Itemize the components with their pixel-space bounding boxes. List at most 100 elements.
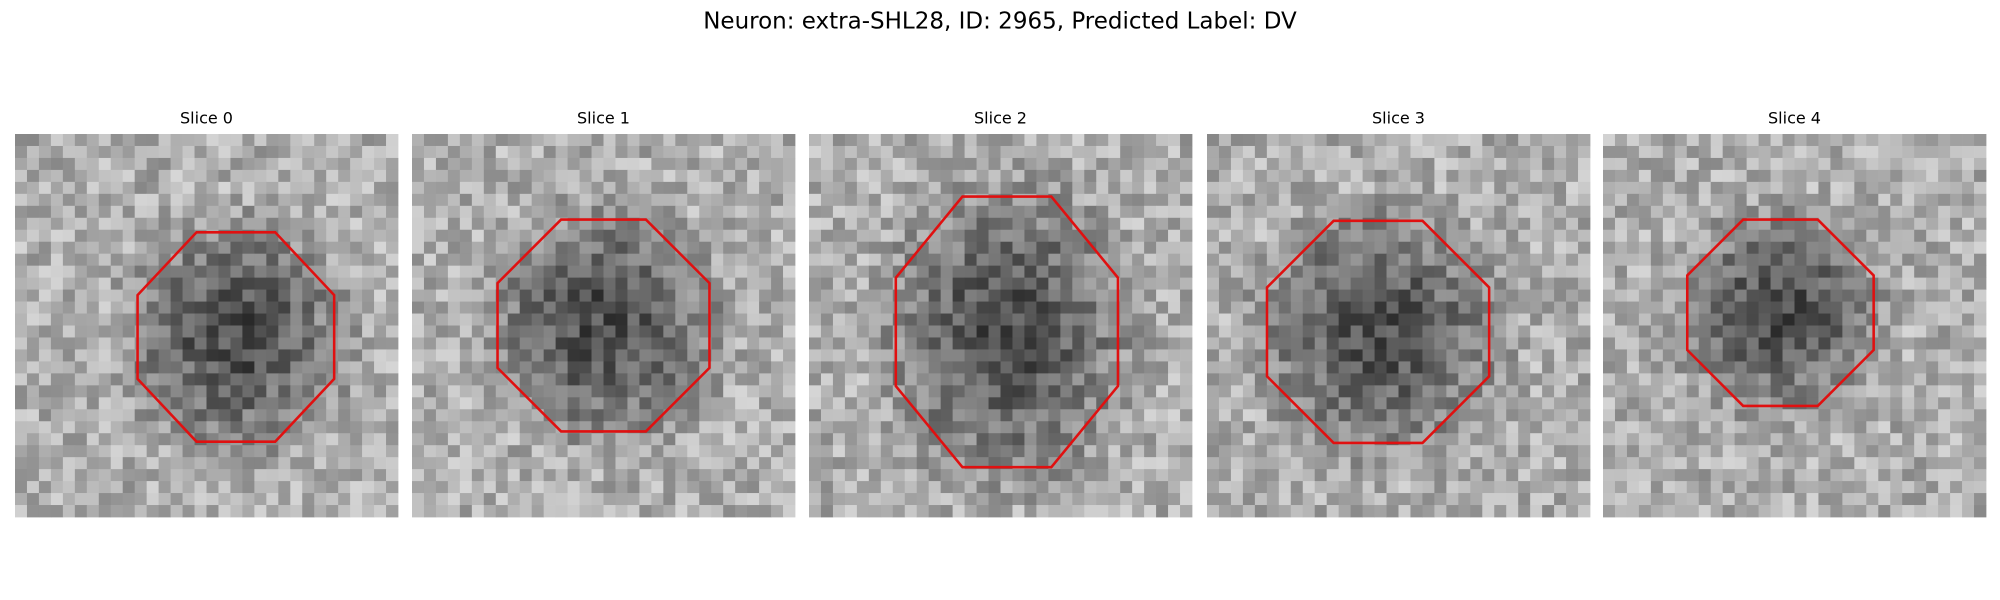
pixel — [771, 241, 784, 255]
pixel — [663, 181, 676, 195]
pixel — [1902, 157, 1915, 171]
pixel — [1890, 253, 1903, 267]
pixel — [290, 337, 303, 350]
pixel — [1854, 325, 1867, 338]
pixel — [1254, 349, 1268, 362]
pixel — [1290, 325, 1304, 338]
pixel — [687, 481, 700, 494]
pixel — [1207, 397, 1220, 410]
pixel — [1650, 205, 1664, 219]
pixel — [1266, 277, 1280, 290]
pixel — [1362, 289, 1375, 302]
pixel — [1482, 433, 1495, 446]
pixel — [254, 277, 267, 290]
pixel — [1422, 241, 1435, 255]
pixel — [1434, 229, 1447, 243]
pixel — [459, 409, 473, 422]
pixel — [326, 481, 339, 494]
pixel — [50, 337, 64, 350]
pixel — [976, 421, 989, 434]
pixel — [62, 134, 76, 147]
pixel — [1218, 145, 1232, 159]
pixel — [531, 253, 545, 267]
pixel — [1060, 385, 1073, 398]
pixel — [15, 481, 28, 494]
pixel — [543, 289, 557, 302]
pixel — [1096, 229, 1109, 243]
pixel — [603, 349, 616, 362]
pixel — [1770, 349, 1783, 362]
pixel — [1000, 409, 1013, 422]
pixel — [423, 373, 437, 386]
pixel — [1506, 313, 1519, 326]
pixel — [1096, 181, 1109, 195]
pixel — [1842, 349, 1855, 362]
pixel — [50, 433, 64, 446]
pixel — [579, 157, 592, 171]
pixel — [1326, 313, 1340, 326]
pixel — [1638, 433, 1652, 446]
pixel — [615, 134, 628, 147]
pixel — [26, 217, 40, 231]
pixel — [412, 301, 425, 314]
pixel — [1650, 193, 1664, 207]
pixel — [832, 157, 846, 171]
pixel — [1254, 445, 1268, 458]
pixel — [278, 409, 291, 422]
pixel — [555, 205, 568, 219]
pixel — [1000, 385, 1013, 398]
pixel — [1290, 457, 1304, 470]
pixel — [1144, 469, 1157, 482]
contour — [894, 195, 1120, 469]
pixel — [86, 337, 100, 350]
pixel — [591, 169, 604, 183]
pixel — [423, 397, 437, 410]
pixel — [435, 301, 449, 314]
pixel — [1314, 145, 1328, 159]
pixel — [531, 265, 545, 279]
pixel — [1326, 289, 1340, 302]
pixel — [519, 229, 533, 243]
pixel — [1614, 181, 1628, 195]
pixel — [832, 134, 846, 147]
pixel — [1254, 181, 1268, 195]
pixel — [1266, 265, 1280, 279]
pixel — [952, 265, 965, 279]
pixel — [1614, 289, 1628, 302]
pixel — [326, 457, 339, 470]
pixel — [350, 205, 363, 219]
pixel — [435, 349, 449, 362]
pixel — [1614, 457, 1628, 470]
pixel — [1072, 361, 1085, 374]
pixel — [1578, 385, 1591, 398]
pixel — [1842, 277, 1855, 290]
pixel — [254, 421, 267, 434]
pixel — [62, 373, 76, 386]
pixel — [158, 385, 171, 398]
pixel — [110, 325, 124, 338]
pixel — [194, 469, 207, 482]
pixel — [1662, 409, 1676, 422]
pixel — [1422, 409, 1435, 422]
pixel — [254, 205, 267, 219]
pixel — [1866, 145, 1879, 159]
pixel — [663, 385, 676, 398]
pixel — [591, 217, 604, 231]
pixel — [1096, 505, 1109, 518]
pixel — [1866, 181, 1879, 195]
pixel — [146, 217, 160, 231]
pixel — [254, 134, 267, 147]
pixel — [110, 373, 124, 386]
pixel — [880, 505, 894, 518]
pixel — [1458, 253, 1471, 267]
pixel — [964, 421, 977, 434]
pixel — [1422, 325, 1435, 338]
pixel — [759, 169, 772, 183]
pixel — [206, 277, 219, 290]
pixel — [483, 134, 497, 147]
pixel — [1746, 193, 1759, 207]
pixel — [555, 493, 568, 506]
pixel — [423, 481, 437, 494]
pixel — [880, 193, 894, 207]
pixel — [880, 205, 894, 219]
